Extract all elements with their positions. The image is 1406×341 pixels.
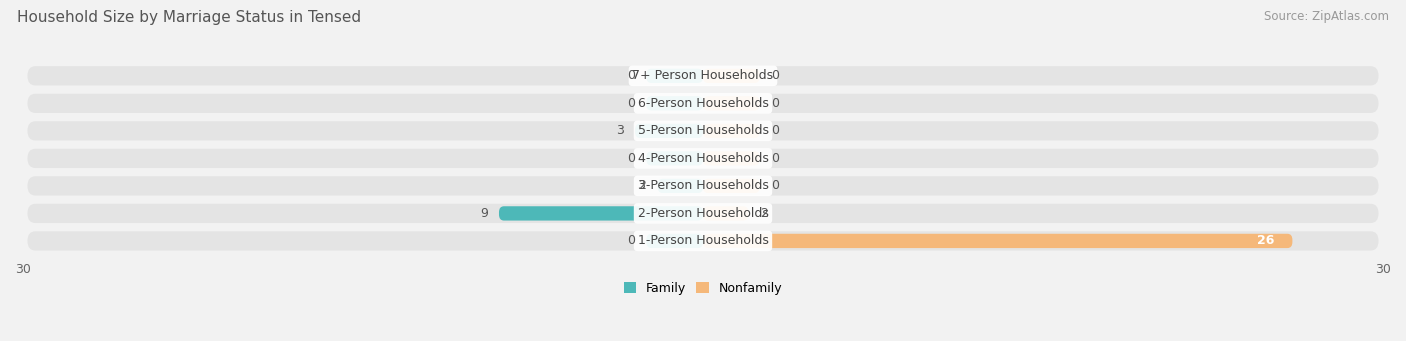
- FancyBboxPatch shape: [647, 151, 703, 165]
- FancyBboxPatch shape: [647, 69, 703, 83]
- Text: 2-Person Households: 2-Person Households: [637, 207, 769, 220]
- FancyBboxPatch shape: [28, 94, 1378, 113]
- Text: Household Size by Marriage Status in Tensed: Household Size by Marriage Status in Ten…: [17, 10, 361, 25]
- Text: 3: 3: [616, 124, 624, 137]
- Text: 5-Person Households: 5-Person Households: [637, 124, 769, 137]
- Text: 0: 0: [770, 124, 779, 137]
- Text: 2: 2: [759, 207, 768, 220]
- FancyBboxPatch shape: [647, 96, 703, 110]
- Text: 0: 0: [627, 69, 636, 82]
- Text: 6-Person Households: 6-Person Households: [637, 97, 769, 110]
- Text: 9: 9: [479, 207, 488, 220]
- Text: 0: 0: [627, 152, 636, 165]
- Text: Source: ZipAtlas.com: Source: ZipAtlas.com: [1264, 10, 1389, 23]
- FancyBboxPatch shape: [703, 179, 759, 193]
- FancyBboxPatch shape: [703, 151, 759, 165]
- FancyBboxPatch shape: [647, 234, 703, 248]
- Text: 0: 0: [770, 152, 779, 165]
- FancyBboxPatch shape: [636, 124, 703, 138]
- FancyBboxPatch shape: [28, 66, 1378, 86]
- Text: 0: 0: [627, 234, 636, 248]
- FancyBboxPatch shape: [28, 176, 1378, 195]
- Text: 0: 0: [770, 69, 779, 82]
- FancyBboxPatch shape: [703, 234, 1292, 248]
- Text: 7+ Person Households: 7+ Person Households: [633, 69, 773, 82]
- FancyBboxPatch shape: [703, 96, 759, 110]
- FancyBboxPatch shape: [28, 231, 1378, 251]
- FancyBboxPatch shape: [703, 69, 759, 83]
- Text: 0: 0: [770, 97, 779, 110]
- Text: 1-Person Households: 1-Person Households: [637, 234, 769, 248]
- Text: 26: 26: [1257, 234, 1274, 248]
- FancyBboxPatch shape: [28, 149, 1378, 168]
- FancyBboxPatch shape: [28, 204, 1378, 223]
- FancyBboxPatch shape: [499, 206, 703, 221]
- Text: 3-Person Households: 3-Person Households: [637, 179, 769, 192]
- Text: 0: 0: [627, 97, 636, 110]
- FancyBboxPatch shape: [28, 121, 1378, 140]
- Text: 0: 0: [770, 179, 779, 192]
- Legend: Family, Nonfamily: Family, Nonfamily: [624, 282, 782, 295]
- Text: 4-Person Households: 4-Person Households: [637, 152, 769, 165]
- FancyBboxPatch shape: [658, 179, 703, 193]
- FancyBboxPatch shape: [703, 206, 748, 221]
- FancyBboxPatch shape: [703, 124, 759, 138]
- Text: 2: 2: [638, 179, 647, 192]
